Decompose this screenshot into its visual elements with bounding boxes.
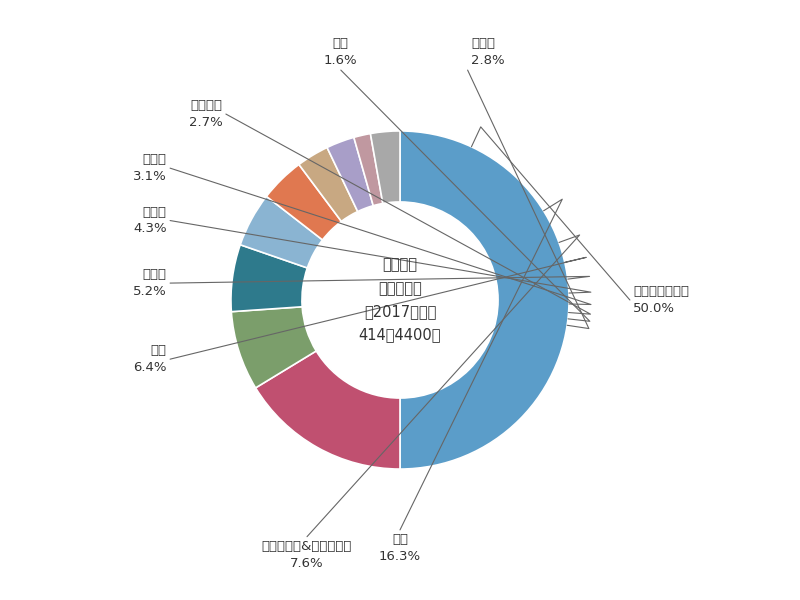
Wedge shape <box>400 131 569 469</box>
Wedge shape <box>354 134 383 206</box>
Text: その他
2.8%: その他 2.8% <box>471 37 505 67</box>
Wedge shape <box>370 131 400 203</box>
Text: ホンダ
5.2%: ホンダ 5.2% <box>133 268 166 298</box>
Text: フォード
2.7%: フォード 2.7% <box>189 99 222 129</box>
Wedge shape <box>231 245 307 311</box>
Text: ルノー
3.1%: ルノー 3.1% <box>133 154 166 183</box>
Text: トヨタ
4.3%: トヨタ 4.3% <box>133 206 166 235</box>
Text: タタ
6.4%: タタ 6.4% <box>134 344 166 374</box>
Wedge shape <box>255 351 400 469</box>
Wedge shape <box>231 307 316 388</box>
Wedge shape <box>240 196 322 268</box>
Wedge shape <box>327 137 374 212</box>
Text: マヒンドラ&マヒンドラ
7.6%: マヒンドラ&マヒンドラ 7.6% <box>262 540 352 569</box>
Text: 日産
1.6%: 日産 1.6% <box>324 37 358 67</box>
Text: 現代
16.3%: 現代 16.3% <box>379 533 421 563</box>
Wedge shape <box>299 148 358 221</box>
Text: インドの
乗用車市場
（2017年度）
414万4400台: インドの 乗用車市場 （2017年度） 414万4400台 <box>358 257 442 343</box>
Wedge shape <box>266 164 342 240</box>
Text: マルチ・スズキ
50.0%: マルチ・スズキ 50.0% <box>634 285 690 315</box>
